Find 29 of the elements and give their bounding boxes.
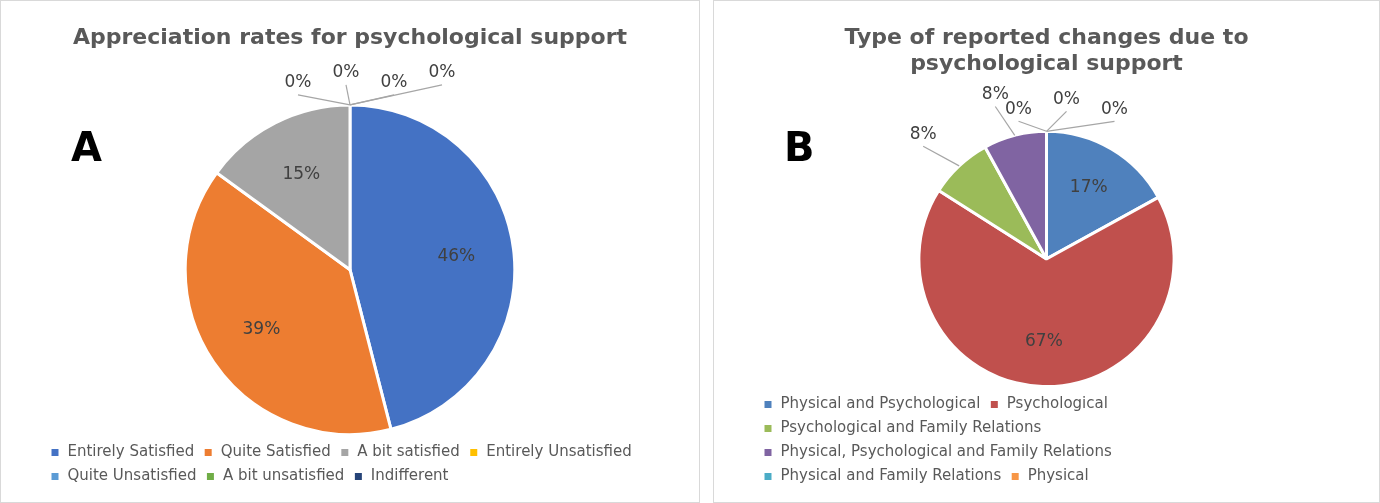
legend-label: Physical [1027, 466, 1089, 485]
legend-label: Psychological [1006, 394, 1108, 413]
legend-label: Psychological and Family Relations [780, 418, 1042, 437]
legend-label: Physical, Psychological and Family Relations [780, 442, 1112, 461]
text: 0% [428, 61, 456, 82]
chart-title: Appreciation rates for psychological support [72, 23, 628, 49]
text: 0% [380, 71, 408, 92]
legend-label: Indifferent [370, 466, 449, 485]
data-label: 15% [282, 162, 321, 183]
data-label: 46% [437, 244, 476, 265]
data-label: 17% [1069, 175, 1108, 196]
text: 0% [332, 61, 360, 82]
legend-label: A bit satisfied [357, 442, 460, 461]
text: B [784, 124, 815, 171]
text: 0% [1053, 87, 1080, 108]
legend-label: Entirely Satisfied [67, 442, 195, 461]
text: 0% [1101, 97, 1128, 118]
legend-label: Physical and Family Relations [780, 466, 1002, 485]
legend-label: Quite Satisfied [220, 442, 331, 461]
data-label: 39% [242, 318, 281, 339]
legend-label: A bit unsatisfied [222, 466, 345, 485]
data-label: 67% [1025, 330, 1063, 351]
text: A [71, 124, 102, 171]
text: 0% [284, 71, 312, 92]
chart-title: Type of reported changes due to psychological support [844, 23, 1249, 76]
legend-label: Entirely Unsatisfied [486, 442, 632, 461]
data-label: 8% [909, 122, 937, 143]
legend-label: Quite Unsatisfied [67, 466, 197, 485]
legend-label: Physical and Psychological [780, 394, 981, 413]
